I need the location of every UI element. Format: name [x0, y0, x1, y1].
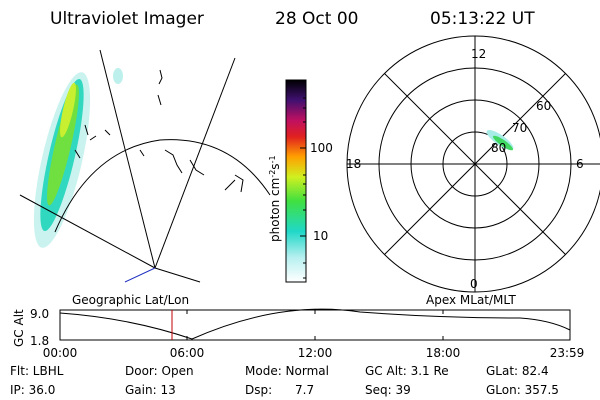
geo-image [19, 49, 271, 283]
colorbar-tick: 10 [313, 229, 328, 243]
mlt-label: 0 [470, 277, 478, 291]
status-field: Mode: Normal [245, 364, 329, 378]
status-field: Gain: 13 [125, 383, 176, 397]
date: 28 Oct 00 [275, 9, 358, 29]
status-field: GLat: 82.4 [486, 364, 549, 378]
status-field: Dsp: 7.7 [245, 383, 314, 397]
mlt-label: 12 [471, 47, 486, 61]
y-axis-label: GC Alt [12, 309, 26, 347]
colorbar-tick: 100 [310, 141, 333, 155]
time: 05:13:22 UT [430, 9, 535, 29]
x-tick-label: 23:59 [550, 346, 585, 360]
y-tick-label: 1.8 [30, 334, 49, 348]
colorbar [285, 79, 307, 283]
status-field: Flt: LBHL [10, 364, 64, 378]
x-tick-label: 12:00 [298, 346, 333, 360]
x-ticks [59, 310, 571, 340]
colorbar-label: photon cm-2s-1 [268, 155, 282, 242]
altitude-frame [59, 309, 571, 341]
x-tick-label: 06:00 [170, 346, 205, 360]
mlt-label: 6 [576, 157, 584, 171]
colorbar-ticks [300, 97, 306, 279]
footer: Flt: LBHL Door: Open Mode: Normal GC Alt: 3… [10, 364, 559, 397]
instrument-title: Ultraviolet Imager [50, 9, 204, 29]
x-tick-label: 00:00 [43, 346, 78, 360]
polar-plot [346, 35, 600, 293]
panel-title: Geographic Lat/Lon [72, 293, 189, 307]
lat-label: 60 [536, 99, 551, 113]
status-field: IP: 36.0 [10, 383, 55, 397]
y-tick-label: 9.0 [30, 307, 49, 321]
altitude-curve [59, 308, 571, 340]
mlt-label: 18 [346, 157, 361, 171]
status-field: GLon: 357.5 [486, 383, 559, 397]
status-field: Door: Open [125, 364, 194, 378]
x-tick-label: 18:00 [426, 346, 461, 360]
status-field: Seq: 39 [365, 383, 411, 397]
panel-title: Apex MLat/MLT [426, 293, 516, 307]
lat-label: 70 [512, 121, 527, 135]
lat-label: 80 [491, 141, 506, 155]
status-field: GC Alt: 3.1 Re [365, 364, 449, 378]
